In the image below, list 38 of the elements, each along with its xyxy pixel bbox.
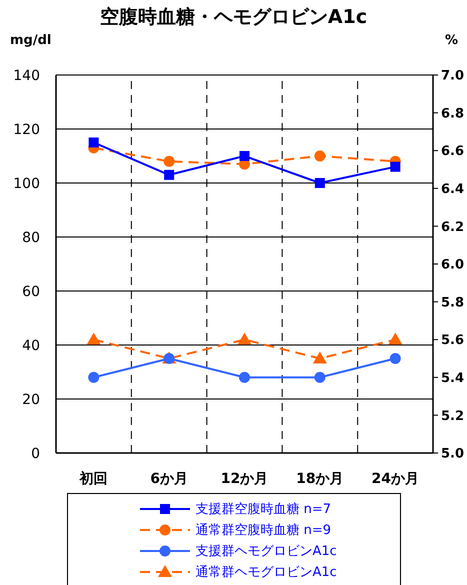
y2-tick-label: 5.8 [441,295,464,310]
point [314,178,325,188]
x-tick-label: 6か月 [150,470,188,487]
y-tick-label: 20 [22,392,40,408]
y2-axis-title: % [445,33,458,48]
point [240,151,250,161]
y-axis-title: mg/dl [10,33,52,48]
y2-tick-label: 6.8 [441,106,464,122]
y-tick-label: 140 [13,68,40,84]
y2-tick-label: 6.0 [441,258,464,273]
y2-tick-label: 5.4 [441,371,464,386]
y-tick-label: 0 [31,446,40,462]
y-tick-label: 80 [22,230,40,246]
y2-tick-label: 5.6 [441,333,464,348]
point [88,138,99,148]
y-tick-label: 100 [13,176,40,192]
point [164,170,174,180]
x-tick-label: 18か月 [296,470,344,487]
x-tick-label: 12か月 [220,470,268,487]
legend-label: 通常群ヘモグロビンA1c [196,564,337,580]
y2-tick-label: 5.0 [441,446,464,462]
y2-tick-label: 5.2 [441,408,464,424]
y-tick-label: 120 [13,122,40,138]
y2-tick-label: 6.4 [441,182,464,198]
y2-tick-label: 6.2 [441,220,464,235]
y2-tick-label: 7.0 [441,68,464,84]
point [164,156,175,167]
legend-label: 通常群空腹時血糖 n=9 [196,522,332,538]
y2-tick-label: 6.6 [441,144,464,160]
y-tick-label: 40 [22,338,40,354]
y-tick-label: 60 [22,284,40,300]
chart-title: 空腹時血糖・ヘモグロビンA1c [98,5,368,30]
legend-label: 支援群空腹時血糖 n=7 [196,500,332,518]
point [390,162,400,172]
x-tick-label: 初回 [78,470,108,487]
point [314,150,326,162]
x-tick-label: 24か月 [372,470,420,487]
legend-label: 支援群ヘモグロビンA1c [196,542,337,560]
